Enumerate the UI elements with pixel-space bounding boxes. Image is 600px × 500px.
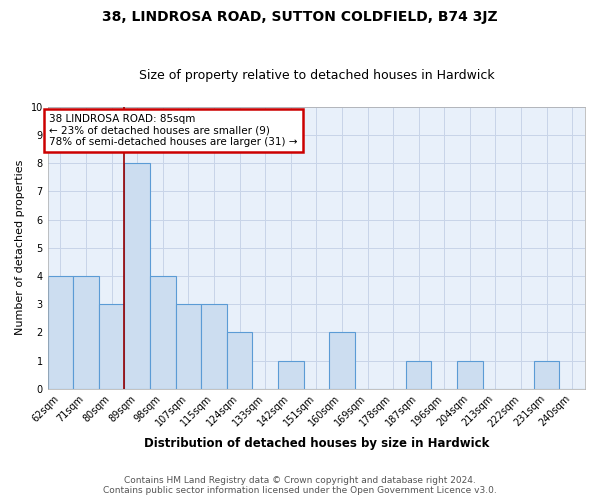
Bar bbox=[329, 332, 355, 389]
Bar bbox=[227, 332, 253, 389]
Bar bbox=[201, 304, 227, 389]
Y-axis label: Number of detached properties: Number of detached properties bbox=[15, 160, 25, 336]
Bar bbox=[150, 276, 176, 389]
Title: Size of property relative to detached houses in Hardwick: Size of property relative to detached ho… bbox=[139, 69, 494, 82]
Bar bbox=[99, 304, 124, 389]
X-axis label: Distribution of detached houses by size in Hardwick: Distribution of detached houses by size … bbox=[143, 437, 489, 450]
Bar bbox=[124, 163, 150, 389]
Text: Contains HM Land Registry data © Crown copyright and database right 2024.
Contai: Contains HM Land Registry data © Crown c… bbox=[103, 476, 497, 495]
Bar bbox=[278, 360, 304, 389]
Bar bbox=[73, 276, 99, 389]
Bar bbox=[534, 360, 559, 389]
Text: 38, LINDROSA ROAD, SUTTON COLDFIELD, B74 3JZ: 38, LINDROSA ROAD, SUTTON COLDFIELD, B74… bbox=[102, 10, 498, 24]
Bar bbox=[406, 360, 431, 389]
Bar bbox=[457, 360, 482, 389]
Bar bbox=[176, 304, 201, 389]
Text: 38 LINDROSA ROAD: 85sqm
← 23% of detached houses are smaller (9)
78% of semi-det: 38 LINDROSA ROAD: 85sqm ← 23% of detache… bbox=[49, 114, 298, 147]
Bar bbox=[47, 276, 73, 389]
